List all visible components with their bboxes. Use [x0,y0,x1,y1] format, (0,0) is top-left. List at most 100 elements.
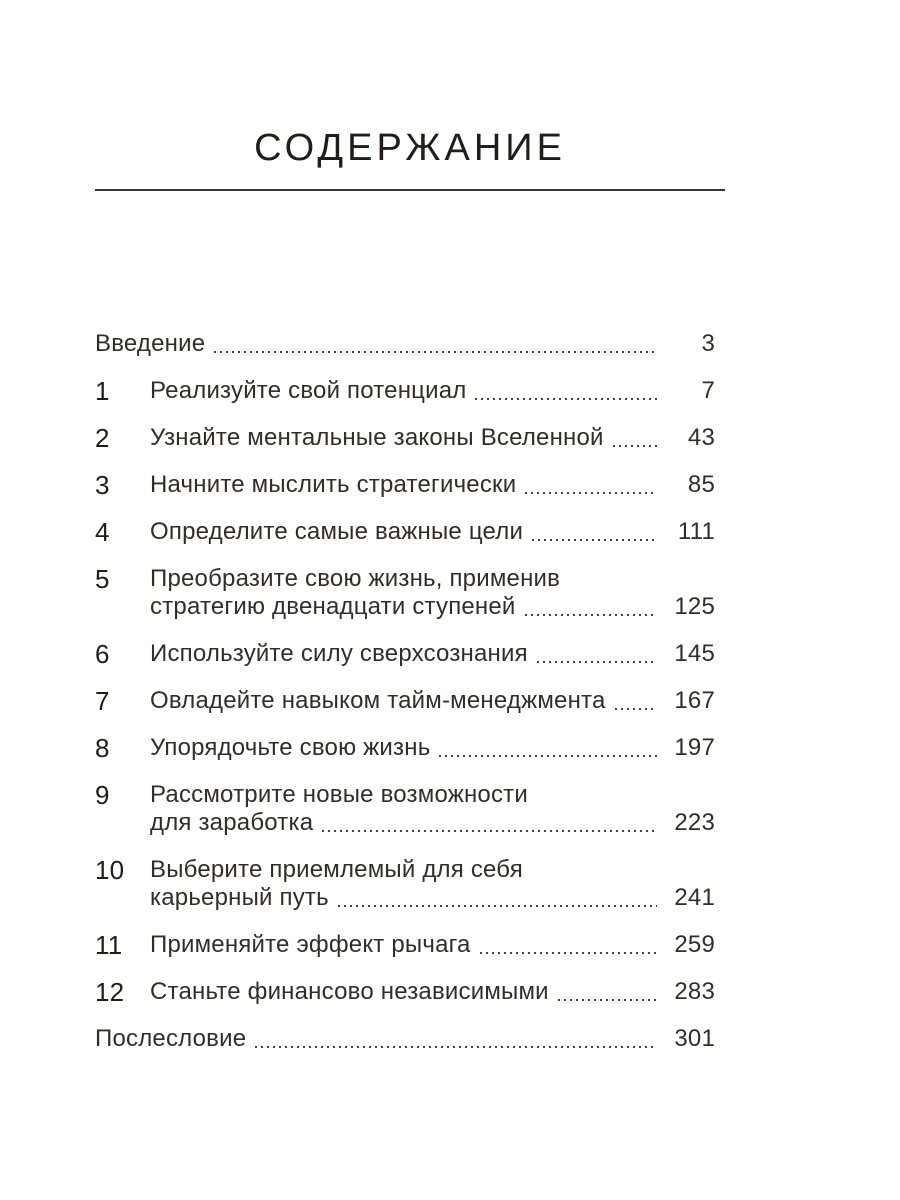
page-number: 167 [674,687,715,714]
toc-entry-body: Узнайте ментальные законы Вселенной 43 [150,424,715,452]
chapter-title: Станьте финансово независимыми [150,978,549,1005]
dot-leader [557,999,657,1001]
dot-leader [532,539,657,541]
chapter-number: 2 [95,423,110,453]
chapter-number: 6 [95,639,110,669]
toc-entry: 5 Преобразите свою жизнь, применив страт… [95,565,715,621]
toc-entry-last-line: Используйте силу сверхсознания 145 [150,640,715,668]
toc-entry: 9 Рассмотрите новые возможности для зара… [95,781,715,837]
toc-entry-last-line: Послесловие 301 [95,1025,715,1053]
toc-entry-body: Овладейте навыком тайм-менеджмента 167 [150,687,715,715]
toc-entry: Введение 3 [95,330,715,358]
chapter-number: 7 [95,686,110,716]
toc-entry: 4 Определите самые важные цели 111 [95,518,715,546]
chapter-title: для заработка [150,809,314,836]
dot-leader [524,614,657,616]
dot-leader [525,492,657,494]
toc-entry-body: Преобразите свою жизнь, применив стратег… [150,565,715,621]
toc-entry-last-line: Узнайте ментальные законы Вселенной 43 [150,424,715,452]
chapter-title: Послесловие [95,1025,247,1052]
chapter-title-first-line: Преобразите свою жизнь, применив [150,565,561,592]
dot-leader [255,1046,657,1048]
toc-entry-body: Реализуйте свой потенциал 7 [150,377,715,405]
toc-entry: 3 Начните мыслить стратегически 85 [95,471,715,499]
page-number: 85 [687,471,715,498]
dot-leader [322,830,657,832]
chapter-title: Используйте силу сверхсознания [150,640,528,667]
page-number: 3 [701,330,715,357]
chapter-title: Реализуйте свой потенциал [150,377,467,404]
chapter-title-first-line: Рассмотрите новые возможности [150,781,528,808]
page-title: СОДЕРЖАНИЕ [254,127,566,169]
toc-entry-last-line: Реализуйте свой потенциал 7 [150,377,715,405]
toc-entry-body: Используйте силу сверхсознания 145 [150,640,715,668]
page-number: 125 [674,593,715,620]
chapter-title: Применяйте эффект рычага [150,931,471,958]
dot-leader [439,755,657,757]
toc-entry-last-line: стратегию двенадцати ступеней 125 [150,593,715,621]
page-number: 145 [674,640,715,667]
toc-entry: 6 Используйте силу сверхсознания 145 [95,640,715,668]
chapter-number: 3 [95,470,110,500]
toc-entry-last-line: Станьте финансово независимыми 283 [150,978,715,1006]
page-number: 301 [674,1025,715,1052]
toc-entry-last-line: Начните мыслить стратегически 85 [150,471,715,499]
dot-leader [612,445,657,447]
chapter-number: 10 [95,855,125,885]
toc-entry-last-line: Определите самые важные цели 111 [150,518,715,546]
toc-entry-last-line: Применяйте эффект рычага 259 [150,931,715,959]
toc-entry-body: Начните мыслить стратегически 85 [150,471,715,499]
toc-entry-last-line: Овладейте навыком тайм-менеджмента 167 [150,687,715,715]
page-number: 111 [677,518,715,545]
chapter-number: 8 [95,733,110,763]
page-number: 7 [701,377,715,404]
chapter-number: 11 [95,930,123,960]
page-number: 259 [674,931,715,958]
chapter-title: Введение [95,330,206,357]
dot-leader [337,905,657,907]
dot-leader [614,708,657,710]
toc-entry-body: Выберите приемлемый для себя карьерный п… [150,856,715,912]
toc-entry-body: Упорядочьте свою жизнь 197 [150,734,715,762]
toc-entry-body: Послесловие 301 [95,1025,715,1053]
chapter-number: 4 [95,517,110,547]
page-number: 283 [674,978,715,1005]
chapter-number: 9 [95,780,110,810]
toc-entry: 12 Станьте финансово независимыми 283 [95,978,715,1006]
chapter-number: 5 [95,564,110,594]
toc-entry: 7 Овладейте навыком тайм-менеджмента 167 [95,687,715,715]
toc-entry-last-line: Введение 3 [95,330,715,358]
toc-entry: Послесловие 301 [95,1025,715,1053]
toc-header: СОДЕРЖАНИЕ [95,129,725,167]
chapter-title: Начните мыслить стратегически [150,471,517,498]
chapter-title: Овладейте навыком тайм-менеджмента [150,687,606,714]
chapter-title: Определите самые важные цели [150,518,524,545]
chapter-title: карьерный путь [150,884,329,911]
toc-list: Введение 3 1 Реализуйте свой потенциал 7… [95,330,715,1072]
chapter-title: Узнайте ментальные законы Вселенной [150,424,604,451]
page-number: 223 [674,809,715,836]
toc-entry-body: Введение 3 [95,330,715,358]
chapter-title: Упорядочьте свою жизнь [150,734,431,761]
page-number: 43 [687,424,715,451]
toc-entry: 1 Реализуйте свой потенциал 7 [95,377,715,405]
toc-entry-last-line: Упорядочьте свою жизнь 197 [150,734,715,762]
toc-entry: 10 Выберите приемлемый для себя карьерны… [95,856,715,912]
dot-leader [475,398,657,400]
dot-leader [479,952,657,954]
chapter-title-first-line: Выберите приемлемый для себя [150,856,523,883]
chapter-number: 12 [95,977,125,1007]
dot-leader [214,351,657,353]
toc-entry: 2 Узнайте ментальные законы Вселенной 43 [95,424,715,452]
toc-entry-body: Определите самые важные цели 111 [150,518,715,546]
chapter-title: стратегию двенадцати ступеней [150,593,516,620]
toc-entry-last-line: карьерный путь 241 [150,884,715,912]
page-number: 197 [674,734,715,761]
toc-entry: 8 Упорядочьте свою жизнь 197 [95,734,715,762]
title-rule [95,189,725,191]
toc-entry-body: Станьте финансово независимыми 283 [150,978,715,1006]
chapter-number: 1 [95,376,110,406]
dot-leader [536,661,657,663]
toc-entry-body: Применяйте эффект рычага 259 [150,931,715,959]
